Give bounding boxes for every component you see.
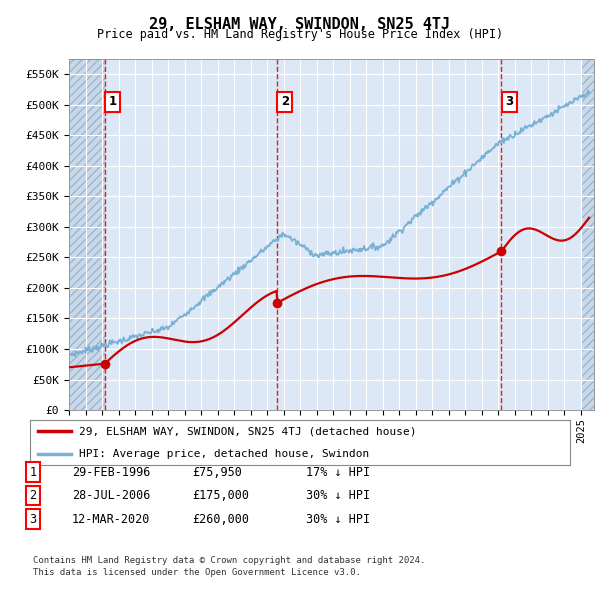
Text: Price paid vs. HM Land Registry's House Price Index (HPI): Price paid vs. HM Land Registry's House … — [97, 28, 503, 41]
Text: 29, ELSHAM WAY, SWINDON, SN25 4TJ: 29, ELSHAM WAY, SWINDON, SN25 4TJ — [149, 17, 451, 31]
Text: 1: 1 — [109, 95, 117, 108]
Text: Contains HM Land Registry data © Crown copyright and database right 2024.
This d: Contains HM Land Registry data © Crown c… — [33, 556, 425, 577]
Text: 2: 2 — [281, 95, 289, 108]
Bar — [69, 59, 104, 410]
Text: 17% ↓ HPI: 17% ↓ HPI — [306, 466, 370, 478]
Text: 30% ↓ HPI: 30% ↓ HPI — [306, 489, 370, 502]
Bar — [581, 59, 594, 410]
Text: 2: 2 — [29, 489, 37, 502]
Text: 12-MAR-2020: 12-MAR-2020 — [72, 513, 151, 526]
Text: 3: 3 — [506, 95, 514, 108]
Text: 30% ↓ HPI: 30% ↓ HPI — [306, 513, 370, 526]
Text: £260,000: £260,000 — [192, 513, 249, 526]
Text: 28-JUL-2006: 28-JUL-2006 — [72, 489, 151, 502]
Text: 1: 1 — [29, 466, 37, 478]
Text: 3: 3 — [29, 513, 37, 526]
Text: 29, ELSHAM WAY, SWINDON, SN25 4TJ (detached house): 29, ELSHAM WAY, SWINDON, SN25 4TJ (detac… — [79, 427, 416, 436]
Text: 29-FEB-1996: 29-FEB-1996 — [72, 466, 151, 478]
Text: £175,000: £175,000 — [192, 489, 249, 502]
Text: £75,950: £75,950 — [192, 466, 242, 478]
Text: HPI: Average price, detached house, Swindon: HPI: Average price, detached house, Swin… — [79, 449, 369, 458]
